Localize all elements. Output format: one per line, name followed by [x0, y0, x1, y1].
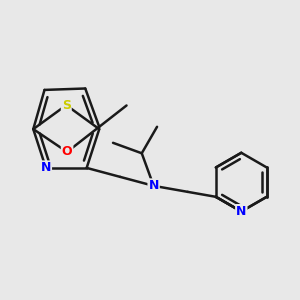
- Text: N: N: [41, 161, 51, 174]
- Text: O: O: [62, 146, 72, 158]
- Text: N: N: [236, 205, 247, 218]
- Text: S: S: [62, 99, 71, 112]
- Text: N: N: [148, 179, 159, 192]
